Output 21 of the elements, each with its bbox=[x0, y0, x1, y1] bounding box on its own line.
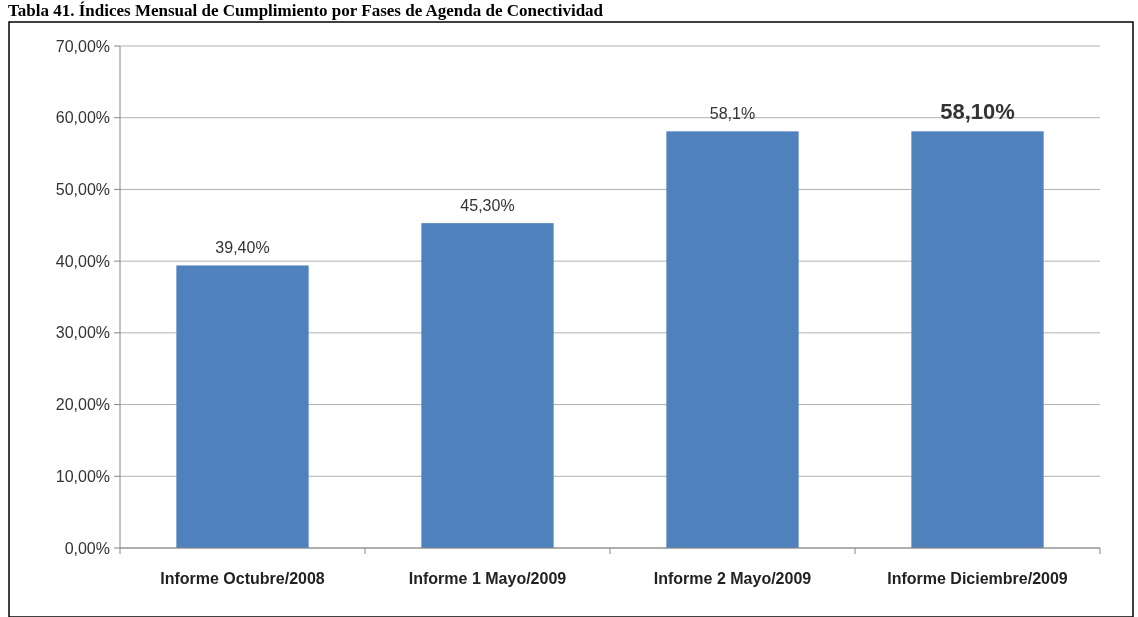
bar bbox=[666, 131, 799, 548]
bar bbox=[176, 265, 309, 548]
data-label: 39,40% bbox=[215, 239, 270, 257]
y-tick-label: 20,00% bbox=[55, 396, 110, 414]
data-label: 45,30% bbox=[460, 197, 515, 215]
data-label: 58,1% bbox=[709, 105, 756, 123]
chart-title: Tabla 41. Índices Mensual de Cumplimiento por Fases de Agenda de Conectividad bbox=[8, 1, 604, 20]
y-tick-label: 40,00% bbox=[55, 252, 110, 270]
y-tick-label: 10,00% bbox=[55, 467, 110, 485]
x-tick-label: Informe 2 Mayo/2009 bbox=[653, 570, 812, 587]
y-tick-label: 70,00% bbox=[55, 37, 110, 55]
bar bbox=[421, 223, 554, 548]
y-tick-label: 50,00% bbox=[55, 181, 110, 199]
x-tick-label: Informe Diciembre/2009 bbox=[887, 570, 1068, 587]
data-label: 58,10% bbox=[940, 99, 1015, 125]
y-tick-label: 60,00% bbox=[55, 109, 110, 127]
y-tick-label: 30,00% bbox=[55, 324, 110, 342]
x-tick-label: Informe Octubre/2008 bbox=[160, 570, 325, 587]
x-tick-label: Informe 1 Mayo/2009 bbox=[408, 570, 567, 587]
bar bbox=[911, 131, 1044, 548]
y-tick-label: 0,00% bbox=[64, 539, 110, 557]
